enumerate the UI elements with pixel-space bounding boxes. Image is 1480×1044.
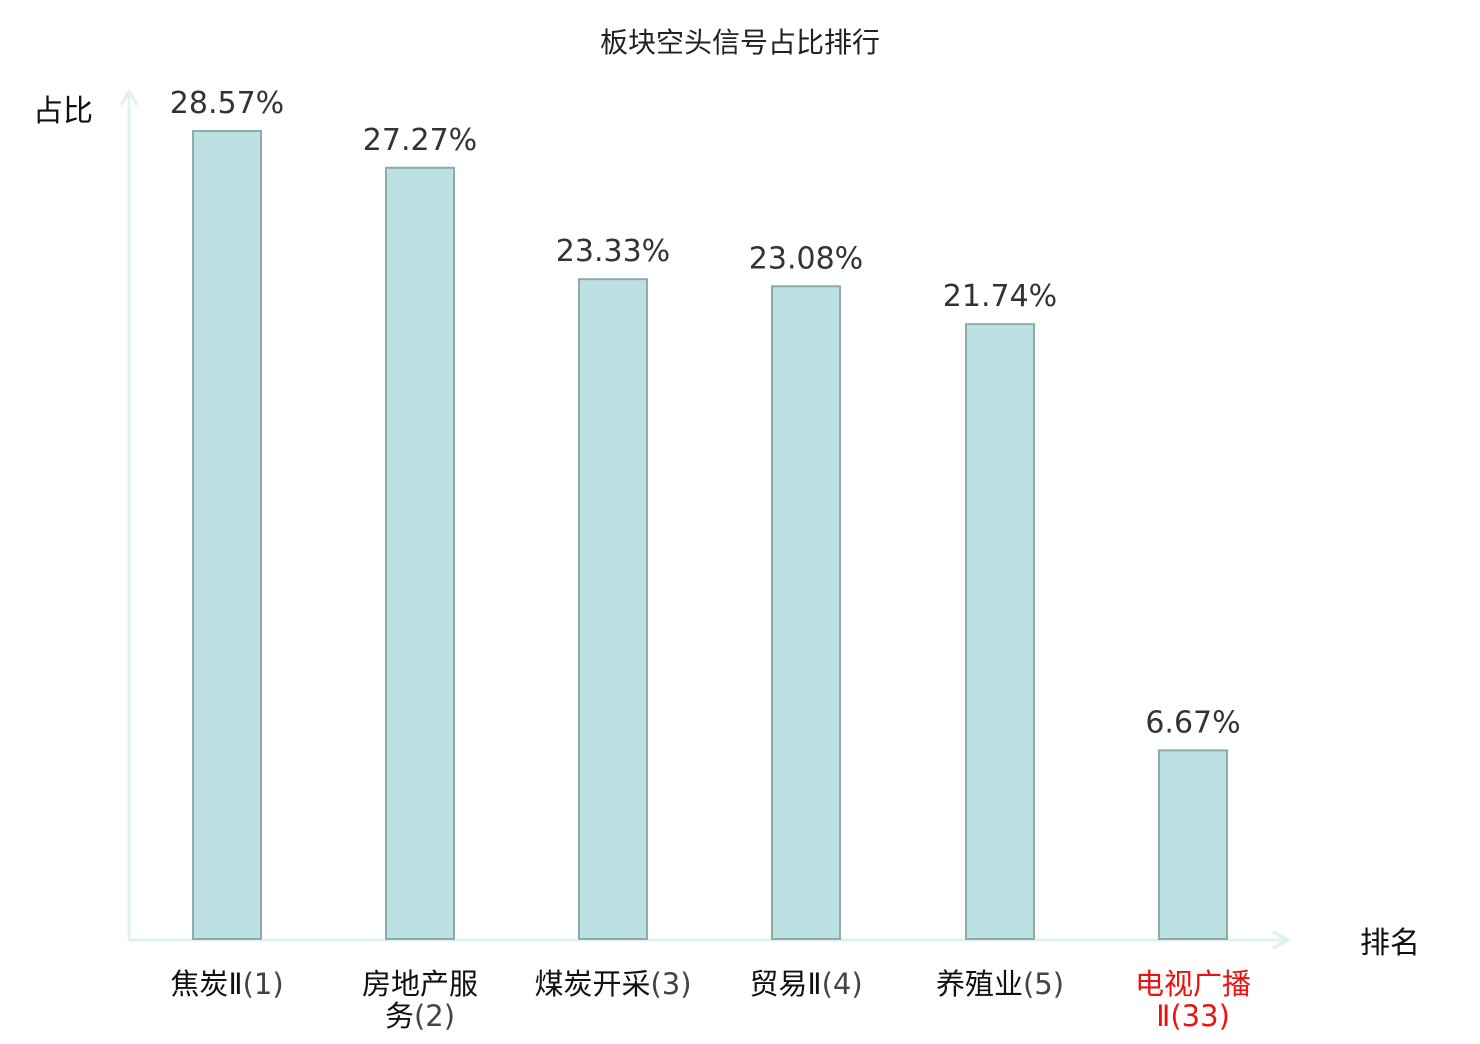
value-label-6: 6.67% xyxy=(1145,705,1240,740)
value-label-4: 23.08% xyxy=(749,241,863,276)
category-label-2-line-2: 务(2) xyxy=(385,999,455,1033)
category-name: 贸易Ⅱ xyxy=(749,967,821,1001)
value-label-3: 23.33% xyxy=(556,234,670,269)
bars-group xyxy=(192,130,1228,941)
axes xyxy=(119,89,1290,950)
bar-4 xyxy=(771,285,841,940)
value-label-5: 21.74% xyxy=(943,279,1057,314)
category-label-3: 煤炭开采(3) xyxy=(534,967,691,1001)
category-rank: (1) xyxy=(243,967,284,1001)
category-rank: (2) xyxy=(414,999,455,1033)
x-axis-arrow xyxy=(1272,930,1290,950)
bar-1 xyxy=(192,130,262,940)
category-label-4: 贸易Ⅱ(4) xyxy=(749,967,862,1001)
bar-3 xyxy=(578,278,648,941)
category-rank: (3) xyxy=(650,967,691,1001)
category-name: 煤炭开采 xyxy=(534,967,650,1001)
category-name: 焦炭Ⅱ xyxy=(170,967,242,1001)
bar-6 xyxy=(1158,749,1228,941)
y-axis-arrow xyxy=(119,89,139,106)
category-label-5: 养殖业(5) xyxy=(936,967,1064,1001)
bar-5 xyxy=(965,323,1035,940)
y-axis-label: 占比 xyxy=(33,94,93,129)
category-label-2-line-1: 房地产服 xyxy=(362,967,478,1001)
category-name: 电视广播 xyxy=(1135,967,1251,1001)
category-label-6-line-1: 电视广播 xyxy=(1135,967,1251,1001)
category-rank: (4) xyxy=(822,967,863,1001)
value-labels-group: 28.57% 27.27% 23.33% 23.08% 21.74% 6.67% xyxy=(170,86,1241,740)
category-rank: Ⅱ(33) xyxy=(1156,999,1230,1033)
category-label-6-line-2: Ⅱ(33) xyxy=(1156,999,1230,1033)
category-name: 养殖业 xyxy=(936,967,1023,1001)
bar-2 xyxy=(385,166,455,941)
x-axis-label: 排名 xyxy=(1360,926,1420,961)
category-name: 房地产服 xyxy=(362,967,478,1001)
value-label-1: 28.57% xyxy=(170,86,284,121)
value-label-2: 27.27% xyxy=(363,123,477,158)
category-name: 务 xyxy=(385,999,414,1033)
category-label-1: 焦炭Ⅱ(1) xyxy=(170,967,283,1001)
category-rank: (5) xyxy=(1023,967,1064,1001)
chart-title: 板块空头信号占比排行 xyxy=(600,26,880,59)
